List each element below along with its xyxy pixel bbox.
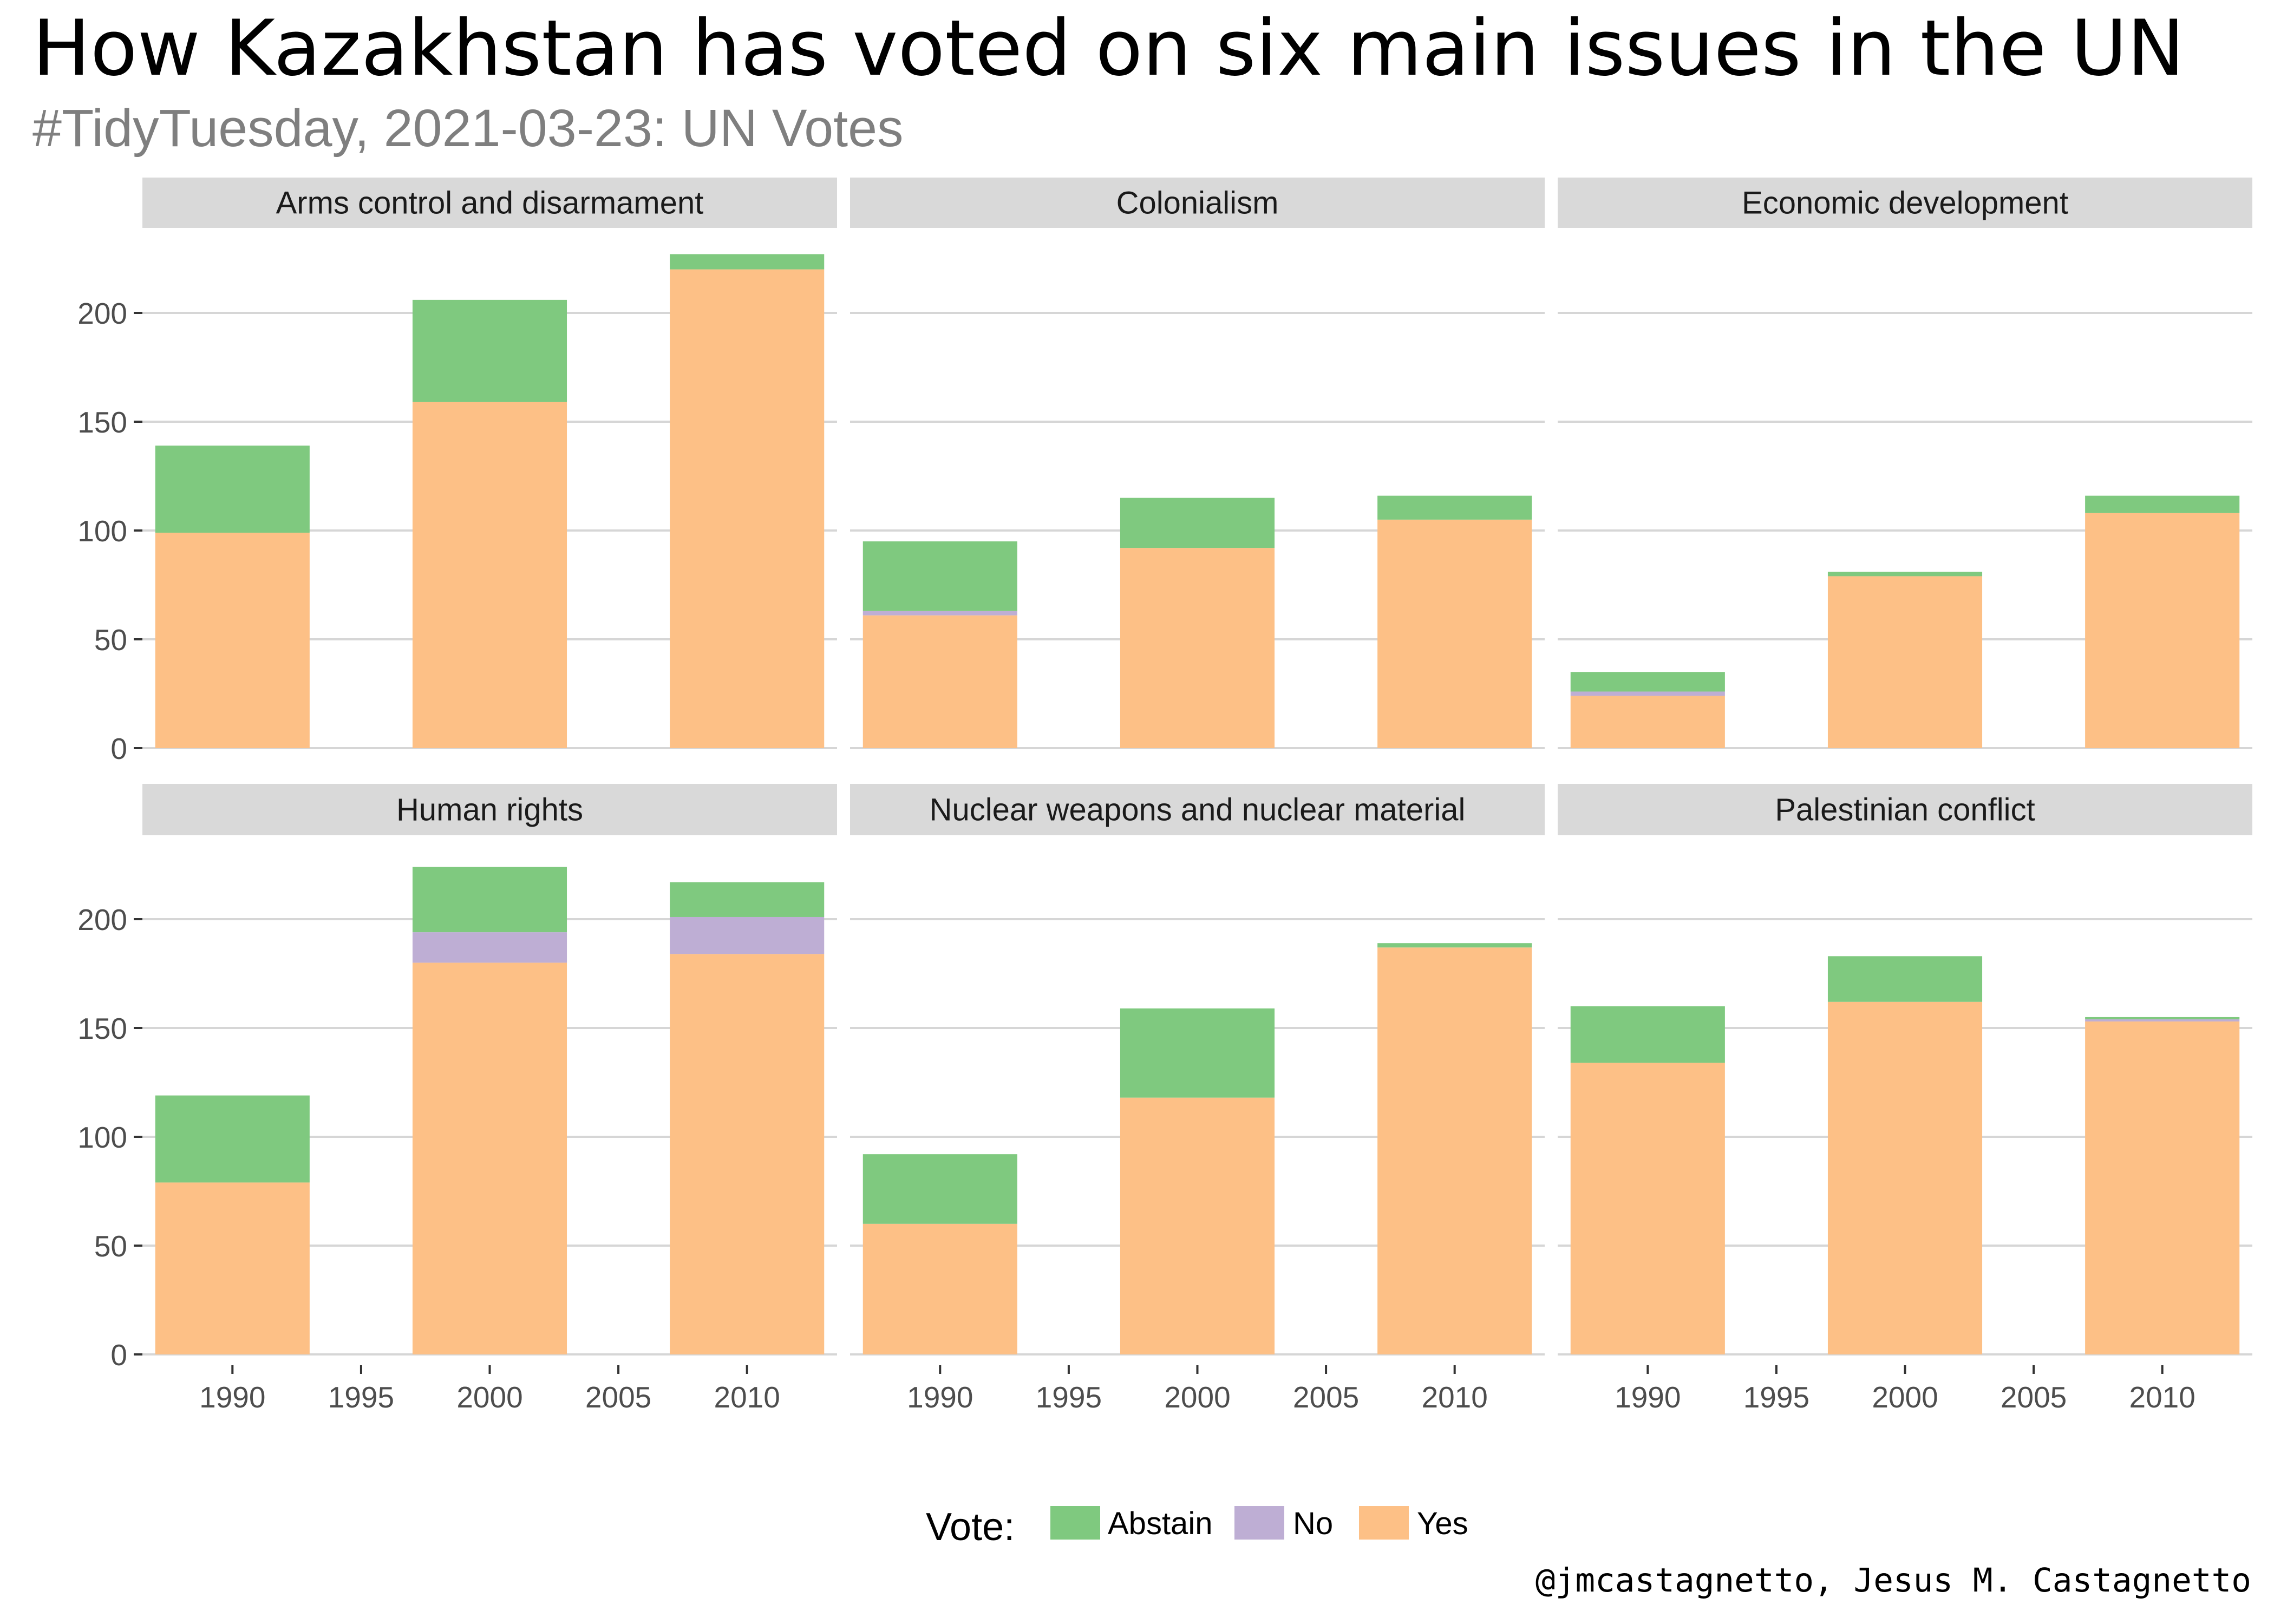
x-tick-label: 2010 [714,1380,780,1414]
bar-segment-no [412,932,567,963]
facet-strip-label: Economic development [1742,186,2068,221]
facet-strip-label: Human rights [396,793,583,828]
y-tick-label: 150 [77,1012,127,1045]
bar-segment-yes [412,402,567,748]
y-tick-label: 0 [110,1338,127,1372]
bar-segment-yes [1570,1063,1725,1354]
facet-strip [850,784,1545,835]
legend-title: Vote: [926,1505,1015,1549]
facet-panel: Palestinian conflict 1990 1995 2000 2005 2010 [1558,784,2252,1414]
facet-panel: Arms control and disarmament 0 50 100 150 200 [77,178,837,765]
bar-segment-abstain [862,541,1017,611]
bar-segment-abstain [1570,672,1725,692]
bar-segment-abstain [155,446,310,533]
bar-segment-abstain [1377,495,1532,520]
facet-strip-label: Palestinian conflict [1775,793,2035,828]
bar-segment-no [670,916,825,954]
bar-segment-abstain [1377,943,1532,948]
chart-title: How Kazakhstan has voted on six main iss… [32,4,2185,93]
bar-segment-yes [670,954,825,1354]
x-tick-label: 2010 [1422,1380,1488,1414]
chart-subtitle: #TidyTuesday, 2021-03-23: UN Votes [32,99,904,158]
legend: Vote: Abstain No Yes [926,1505,1468,1549]
facet-panel: Economic development [1558,178,2252,749]
bar-segment-yes [1827,576,1983,748]
bar-segment-abstain [412,299,567,402]
facet-panels: Arms control and disarmament 0 50 100 150 200… [77,178,2252,1414]
legend-label-yes: Yes [1417,1506,1468,1541]
bar-segment-abstain [412,867,567,933]
facet-strip [142,178,837,228]
bar-segment-yes [155,533,310,748]
x-tick-label: 1990 [907,1380,973,1414]
x-tick-label: 2000 [456,1380,522,1414]
facet-strip [1558,784,2252,835]
y-tick-label: 100 [77,514,127,548]
facet-panel: Nuclear weapons and nuclear material 1990… [850,784,1545,1414]
x-tick-label: 1990 [199,1380,265,1414]
bar-segment-yes [412,962,567,1354]
facet-strip-label: Arms control and disarmament [276,186,704,221]
bar-segment-yes [862,1223,1017,1354]
bar-segment-abstain [2085,1017,2240,1019]
bar-segment-abstain [1120,497,1275,548]
facet-strip [1558,178,2252,228]
legend-label-abstain: Abstain [1108,1506,1212,1541]
bar-segment-yes [1120,1097,1275,1354]
bar-segment-yes [1120,548,1275,748]
facet-strip-label: Nuclear weapons and nuclear material [930,793,1466,828]
bar-segment-abstain [1827,572,1983,577]
bar-segment-no [862,611,1017,615]
x-tick-label: 2005 [585,1380,651,1414]
y-tick-label: 150 [77,405,127,439]
x-tick-label: 1995 [1036,1380,1102,1414]
bar-segment-abstain [862,1154,1017,1224]
y-tick-label: 50 [94,623,127,657]
facet-strip [142,784,837,835]
bar-segment-abstain [2085,495,2240,513]
bar-segment-yes [862,615,1017,748]
bar-segment-yes [670,269,825,749]
x-tick-label: 2005 [1293,1380,1359,1414]
bar-segment-abstain [670,254,825,270]
x-tick-label: 1995 [1743,1380,1809,1414]
x-tick-label: 2000 [1164,1380,1230,1414]
bar-segment-yes [1570,696,1725,748]
y-tick-label: 0 [110,732,127,765]
bar-segment-yes [2085,513,2240,748]
y-tick-label: 50 [94,1229,127,1263]
legend-key-yes [1359,1506,1409,1540]
bar-segment-yes [2085,1021,2240,1354]
bar-segment-abstain [155,1095,310,1183]
bar-segment-abstain [670,882,825,917]
x-tick-label: 2010 [2129,1380,2195,1414]
x-tick-label: 2000 [1872,1380,1938,1414]
facet-strip [850,178,1545,228]
legend-key-no [1234,1506,1284,1540]
x-tick-label: 2005 [2001,1380,2067,1414]
bar-segment-yes [155,1182,310,1354]
bar-segment-no [2085,1019,2240,1021]
chart-caption: @jmcastagnetto, Jesus M. Castagnetto [1535,1561,2251,1600]
bar-segment-yes [1377,947,1532,1354]
bar-segment-abstain [1570,1006,1725,1063]
facet-panel: Colonialism [850,178,1545,749]
x-tick-label: 1995 [328,1380,394,1414]
x-tick-label: 1990 [1615,1380,1681,1414]
bar-segment-abstain [1120,1008,1275,1098]
legend-label-no: No [1293,1506,1333,1541]
y-tick-label: 100 [77,1121,127,1154]
facet-panel: Human rights 0 50 100 150 200 1990 1995 2000 2005… [77,784,837,1414]
facet-strip-label: Colonialism [1116,186,1279,221]
bar-segment-yes [1827,1001,1983,1354]
bar-segment-yes [1377,519,1532,748]
bar-segment-abstain [1827,956,1983,1002]
legend-key-abstain [1050,1506,1100,1540]
y-tick-label: 200 [77,903,127,937]
y-tick-label: 200 [77,297,127,330]
bar-segment-no [1570,691,1725,696]
